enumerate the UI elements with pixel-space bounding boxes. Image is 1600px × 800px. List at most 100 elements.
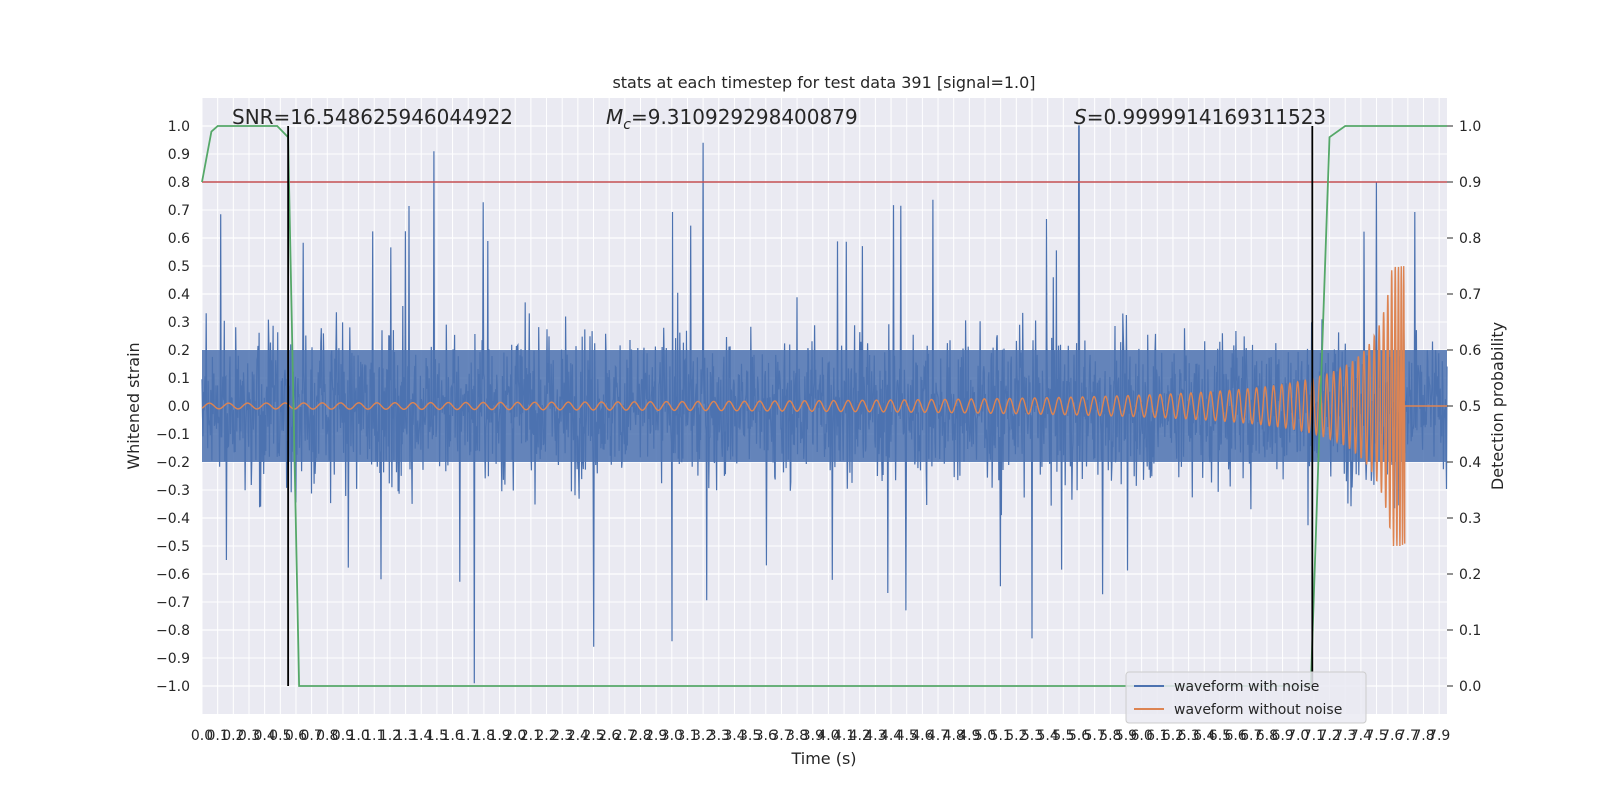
- x-tick-label: 1.8: [473, 728, 495, 744]
- x-tick-label: 3.4: [723, 728, 745, 744]
- y2-axis-label: Detection probability: [1488, 322, 1507, 490]
- x-tick-label: 2.6: [598, 728, 620, 744]
- x-tick-label: 1.4: [410, 728, 432, 744]
- y-tick-label: 0.0: [168, 399, 190, 415]
- x-tick-label: 5.0: [974, 728, 996, 744]
- x-tick-label: 0.1: [207, 728, 229, 744]
- x-tick-label: 0.3: [238, 728, 260, 744]
- x-tick-label: 2.9: [645, 728, 667, 744]
- y2-tick-label: 1.0: [1459, 119, 1481, 135]
- x-tick-label: 7.7: [1397, 728, 1419, 744]
- y-axis-label: Whitened strain: [124, 342, 143, 469]
- x-tick-label: 1.1: [363, 728, 385, 744]
- x-tick-label: 3.7: [770, 728, 792, 744]
- x-tick-label: 1.5: [426, 728, 448, 744]
- y2-tick-label: 0.3: [1459, 511, 1481, 527]
- x-tick-label: 1.6: [441, 728, 463, 744]
- y-tick-label: −0.3: [156, 483, 190, 499]
- x-tick-label: 7.8: [1412, 728, 1434, 744]
- x-tick-label: 2.2: [535, 728, 557, 744]
- x-tick-label: 2.7: [614, 728, 636, 744]
- x-tick-label: 4.5: [896, 728, 918, 744]
- y2-tick-label: 0.1: [1459, 623, 1481, 639]
- y-tick-label: 0.9: [168, 147, 190, 163]
- x-tick-label: 7.2: [1318, 728, 1340, 744]
- score-value: =0.9999914169311523: [1087, 105, 1326, 129]
- x-tick-label: 7.1: [1303, 728, 1325, 744]
- x-tick-label: 4.8: [943, 728, 965, 744]
- x-tick-label: 3.6: [755, 728, 777, 744]
- x-tick-label: 1.3: [394, 728, 416, 744]
- x-tick-label: 6.8: [1256, 728, 1278, 744]
- y-tick-label: 1.0: [168, 119, 190, 135]
- legend: waveform with noise waveform without noi…: [1125, 671, 1367, 724]
- x-tick-label: 3.5: [739, 728, 761, 744]
- x-tick-label: 3.9: [802, 728, 824, 744]
- x-tick-label: 6.7: [1240, 728, 1262, 744]
- x-tick-label: 5.6: [1068, 728, 1090, 744]
- y-tick-label: −0.5: [156, 539, 190, 555]
- y2-tick-label: 0.2: [1459, 567, 1481, 583]
- y-tick-label: −0.7: [156, 595, 190, 611]
- x-tick-label: 3.3: [708, 728, 730, 744]
- x-tick-label: 4.0: [817, 728, 839, 744]
- y2-tick-label: 0.0: [1459, 679, 1481, 695]
- x-tick-label: 5.4: [1037, 728, 1059, 744]
- x-tick-label: 7.5: [1365, 728, 1387, 744]
- x-tick-label: 6.0: [1130, 728, 1152, 744]
- x-tick-label: 3.8: [786, 728, 808, 744]
- y-tick-label: 0.3: [168, 315, 190, 331]
- legend-box: [1125, 671, 1367, 724]
- x-axis-label: Time (s): [790, 749, 856, 768]
- x-tick-label: 3.0: [661, 728, 683, 744]
- x-tick-label: 2.4: [567, 728, 589, 744]
- x-tick-label: 5.2: [1005, 728, 1027, 744]
- y-tick-label: 0.4: [168, 287, 190, 303]
- chirp-mass-annotation: Mc=9.310929298400879: [606, 105, 858, 133]
- x-tick-label: 2.5: [582, 728, 604, 744]
- x-tick-label: 2.8: [629, 728, 651, 744]
- y-tick-label: −0.4: [156, 511, 190, 527]
- vertical-markers: [287, 126, 1314, 686]
- x-tick-label: 3.2: [692, 728, 714, 744]
- x-tick-label: 6.9: [1271, 728, 1293, 744]
- x-tick-label: 0.8: [316, 728, 338, 744]
- legend-label-noisy: waveform with noise: [1174, 679, 1319, 695]
- x-tick-label: 5.7: [1084, 728, 1106, 744]
- y2-tick-label: 0.6: [1459, 343, 1481, 359]
- x-tick-label: 6.1: [1146, 728, 1168, 744]
- x-tick-label: 1.9: [488, 728, 510, 744]
- x-tick-label: 6.5: [1209, 728, 1231, 744]
- waveform-without-noise-series: [201, 266, 1447, 547]
- x-tick-label: 0.4: [254, 728, 276, 744]
- x-tick-label: 0.5: [269, 728, 291, 744]
- y-tick-label: −0.9: [156, 651, 190, 667]
- left-y-tick-labels: −1.0 −0.9 −0.8 −0.7 −0.6 −0.5 −0.4 −0.3 −0.2 −0.1…: [156, 119, 190, 695]
- x-tick-label: 0.0: [191, 728, 213, 744]
- x-tick-label: 4.2: [849, 728, 871, 744]
- x-tick-label: 5.3: [1021, 728, 1043, 744]
- chart-title: stats at each timestep for test data 391…: [612, 73, 1035, 92]
- x-tick-label: 7.9: [1428, 728, 1450, 744]
- x-tick-label: 7.0: [1287, 728, 1309, 744]
- score-annotation: S=0.9999914169311523: [1074, 105, 1326, 129]
- x-tick-label: 5.9: [1115, 728, 1137, 744]
- x-tick-label: 2.0: [504, 728, 526, 744]
- y2-tick-label: 0.8: [1459, 231, 1481, 247]
- chirp-mass-subscript: c: [623, 117, 631, 133]
- x-tick-label: 7.3: [1334, 728, 1356, 744]
- x-tick-label: 0.7: [300, 728, 322, 744]
- right-y-tick-labels: 0.0 0.1 0.2 0.3 0.4 0.5 0.6 0.7 0.8 0.9 1.0: [1447, 119, 1481, 695]
- x-tick-label: 0.2: [222, 728, 244, 744]
- y-tick-label: 0.7: [168, 203, 190, 219]
- score-symbol: S: [1074, 105, 1087, 129]
- x-tick-label: 4.1: [833, 728, 855, 744]
- x-tick-label: 1.0: [347, 728, 369, 744]
- x-tick-label: 5.1: [990, 728, 1012, 744]
- clean-waveform-line: [201, 266, 1447, 547]
- y-tick-label: 0.2: [168, 343, 190, 359]
- y-tick-label: 0.6: [168, 231, 190, 247]
- y-tick-label: 0.5: [168, 259, 190, 275]
- legend-label-clean: waveform without noise: [1174, 702, 1342, 718]
